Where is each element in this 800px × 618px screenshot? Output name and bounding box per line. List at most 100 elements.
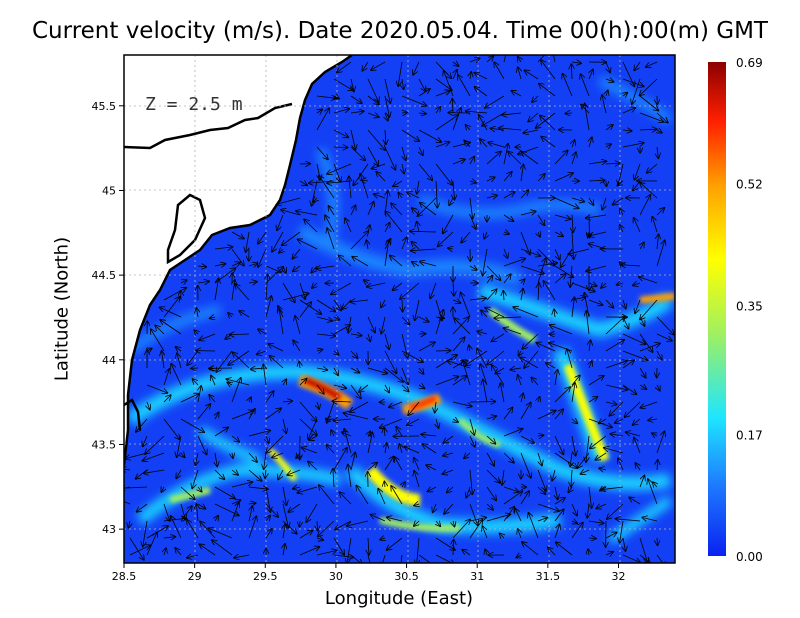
x-tick-label: 31: [470, 570, 484, 583]
velocity-arrow: [606, 61, 610, 72]
velocity-arrow: [520, 231, 530, 254]
velocity-arrow: [512, 91, 522, 97]
velocity-arrow: [554, 173, 573, 182]
velocity-arrow: [268, 344, 284, 352]
x-tick-label: 30: [329, 570, 343, 583]
velocity-arrow: [333, 325, 350, 335]
velocity-arrow: [246, 231, 249, 252]
velocity-arrow: [317, 520, 318, 530]
velocity-arrow: [282, 401, 292, 402]
velocity-arrow: [209, 395, 216, 403]
velocity-arrow: [571, 503, 577, 516]
velocity-arrow: [319, 485, 335, 505]
velocity-arrow: [443, 453, 454, 456]
velocity-arrow: [606, 181, 607, 186]
velocity-arrow: [198, 386, 201, 403]
velocity-arrow: [333, 537, 344, 555]
velocity-arrow: [317, 401, 319, 409]
velocity-arrow: [518, 529, 521, 539]
velocity-arrow: [265, 267, 283, 284]
velocity-arrow: [622, 360, 634, 369]
velocity-arrow: [266, 275, 268, 301]
velocity-arrow: [248, 263, 257, 266]
x-tick-label: 28.5: [112, 570, 137, 583]
velocity-arrow: [239, 311, 250, 318]
velocity-arrow: [327, 228, 335, 250]
velocity-arrow: [144, 470, 165, 473]
velocity-arrow: [485, 549, 487, 556]
velocity-arrow: [481, 310, 488, 318]
velocity-arrow: [398, 193, 402, 198]
velocity-arrow: [249, 506, 252, 522]
colorbar-tick-label: 0.35: [736, 299, 763, 313]
velocity-arrow: [401, 350, 423, 362]
velocity-arrow: [334, 351, 339, 355]
velocity-arrow: [400, 282, 420, 299]
velocity-arrow: [418, 89, 430, 97]
velocity-arrow: [327, 163, 352, 174]
velocity-arrow: [537, 435, 543, 436]
velocity-arrow: [464, 141, 471, 148]
velocity-arrow: [510, 368, 522, 370]
velocity-arrow: [125, 452, 148, 459]
velocity-arrow: [214, 264, 225, 266]
velocity-arrow: [485, 95, 505, 108]
velocity-arrow: [470, 157, 474, 165]
velocity-arrow: [486, 289, 497, 301]
velocity-arrow: [367, 316, 375, 332]
velocity-arrow: [258, 231, 267, 244]
velocity-arrow: [360, 174, 369, 199]
velocity-arrow: [656, 554, 666, 563]
velocity-arrow: [503, 55, 507, 63]
velocity-arrow: [340, 492, 352, 505]
velocity-arrow: [333, 385, 346, 388]
velocity-arrow: [541, 137, 556, 148]
velocity-arrow: [486, 195, 497, 198]
velocity-arrow: [414, 504, 419, 506]
velocity-arrow: [175, 548, 182, 556]
velocity-arrow: [436, 107, 440, 114]
velocity-arrow: [581, 470, 590, 474]
velocity-arrow: [656, 112, 668, 123]
velocity-arrow: [503, 429, 522, 437]
velocity-arrow: [316, 316, 332, 321]
velocity-arrow: [520, 452, 531, 478]
velocity-arrow: [537, 263, 557, 266]
velocity-arrow: [521, 165, 523, 182]
velocity-arrow: [622, 350, 647, 360]
velocity-arrow: [469, 435, 475, 447]
velocity-arrow: [248, 503, 256, 504]
colorbar-tick-label: 0.69: [736, 56, 763, 70]
velocity-arrow: [248, 431, 270, 437]
velocity-arrow: [197, 435, 207, 454]
y-tick-label: 45: [102, 184, 116, 197]
velocity-arrow: [488, 143, 505, 148]
velocity-arrow: [129, 520, 131, 528]
velocity-arrow: [503, 172, 512, 182]
velocity-arrow: [231, 502, 239, 522]
inland-boundary: [166, 193, 207, 265]
velocity-arrow: [160, 307, 182, 318]
velocity-arrow: [555, 370, 558, 386]
velocity-arrow: [367, 202, 374, 216]
velocity-arrow: [502, 113, 522, 115]
velocity-arrow: [537, 503, 559, 511]
y-tick-label: 43.5: [92, 438, 117, 451]
velocity-arrow: [521, 289, 523, 301]
velocity-arrow: [367, 282, 386, 287]
velocity-arrow: [538, 232, 540, 237]
velocity-arrow: [486, 486, 496, 500]
velocity-arrow: [572, 419, 577, 423]
velocity-arrow: [486, 416, 496, 419]
velocity-arrow: [367, 367, 387, 373]
velocity-arrow: [299, 181, 307, 185]
velocity-arrow: [418, 342, 435, 352]
velocity-arrow: [657, 130, 662, 133]
velocity-arrow: [537, 486, 545, 494]
velocity-arrow: [605, 79, 613, 82]
velocity-arrow: [349, 177, 351, 199]
velocity-arrow: [350, 146, 365, 160]
velocity-arrow: [351, 300, 369, 302]
velocity-arrow: [333, 555, 353, 557]
velocity-arrow: [393, 180, 403, 186]
